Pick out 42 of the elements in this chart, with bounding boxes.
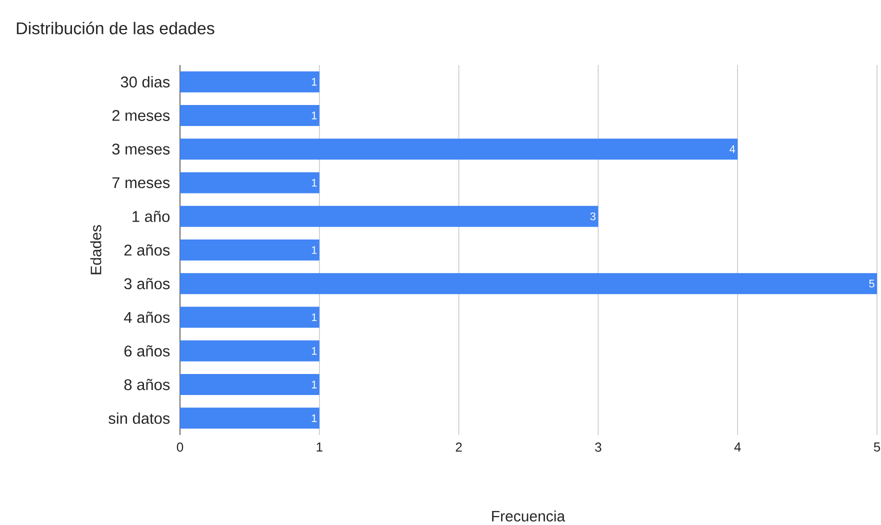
data-label: 1	[312, 178, 317, 187]
data-label: 1	[312, 414, 317, 422]
y-tick-label: sin datos	[108, 412, 170, 424]
bar	[180, 374, 320, 396]
bar	[180, 408, 320, 429]
x-tick-label: 5	[874, 442, 880, 452]
x-tick-label: 0	[176, 442, 184, 452]
bar	[180, 273, 878, 294]
x-tick-label: 2	[456, 442, 462, 452]
data-label: 1	[312, 112, 317, 120]
data-label: 5	[869, 280, 874, 288]
y-axis-title: Edades	[90, 225, 102, 274]
data-label: 1	[312, 314, 317, 322]
bar	[180, 240, 320, 260]
y-tick-label: 6 años	[124, 345, 170, 357]
y-tick-label: 1 año	[132, 210, 170, 222]
x-tick-label: 1	[316, 442, 322, 452]
bar	[180, 206, 598, 227]
bar	[180, 104, 320, 126]
y-tick-label: 2 meses	[112, 110, 170, 121]
data-label: 1	[312, 347, 317, 355]
x-tick-label: 3	[595, 442, 602, 452]
y-tick-label: 3 años	[124, 278, 170, 290]
bar	[180, 340, 320, 362]
x-tick-label: 4	[734, 442, 741, 452]
y-tick-label: 3 meses	[112, 144, 170, 155]
bar	[180, 138, 738, 160]
data-label: 1	[312, 78, 317, 86]
chart-title: Distribución de las edades	[16, 22, 214, 34]
x-axis-title: Frecuencia	[492, 510, 566, 522]
y-tick-label: 4 años	[124, 312, 170, 323]
y-tick-label: 8 años	[124, 378, 170, 390]
data-label: 4	[730, 145, 736, 153]
y-tick-label: 2 años	[124, 244, 170, 256]
y-tick-label: 30 dias	[120, 76, 170, 88]
data-label: 3	[590, 212, 596, 220]
data-label: 1	[312, 246, 317, 254]
bar	[180, 306, 320, 328]
bar	[180, 71, 320, 92]
data-label: 1	[312, 380, 317, 388]
bar	[180, 172, 320, 194]
y-tick-label: 7 meses	[112, 177, 170, 188]
